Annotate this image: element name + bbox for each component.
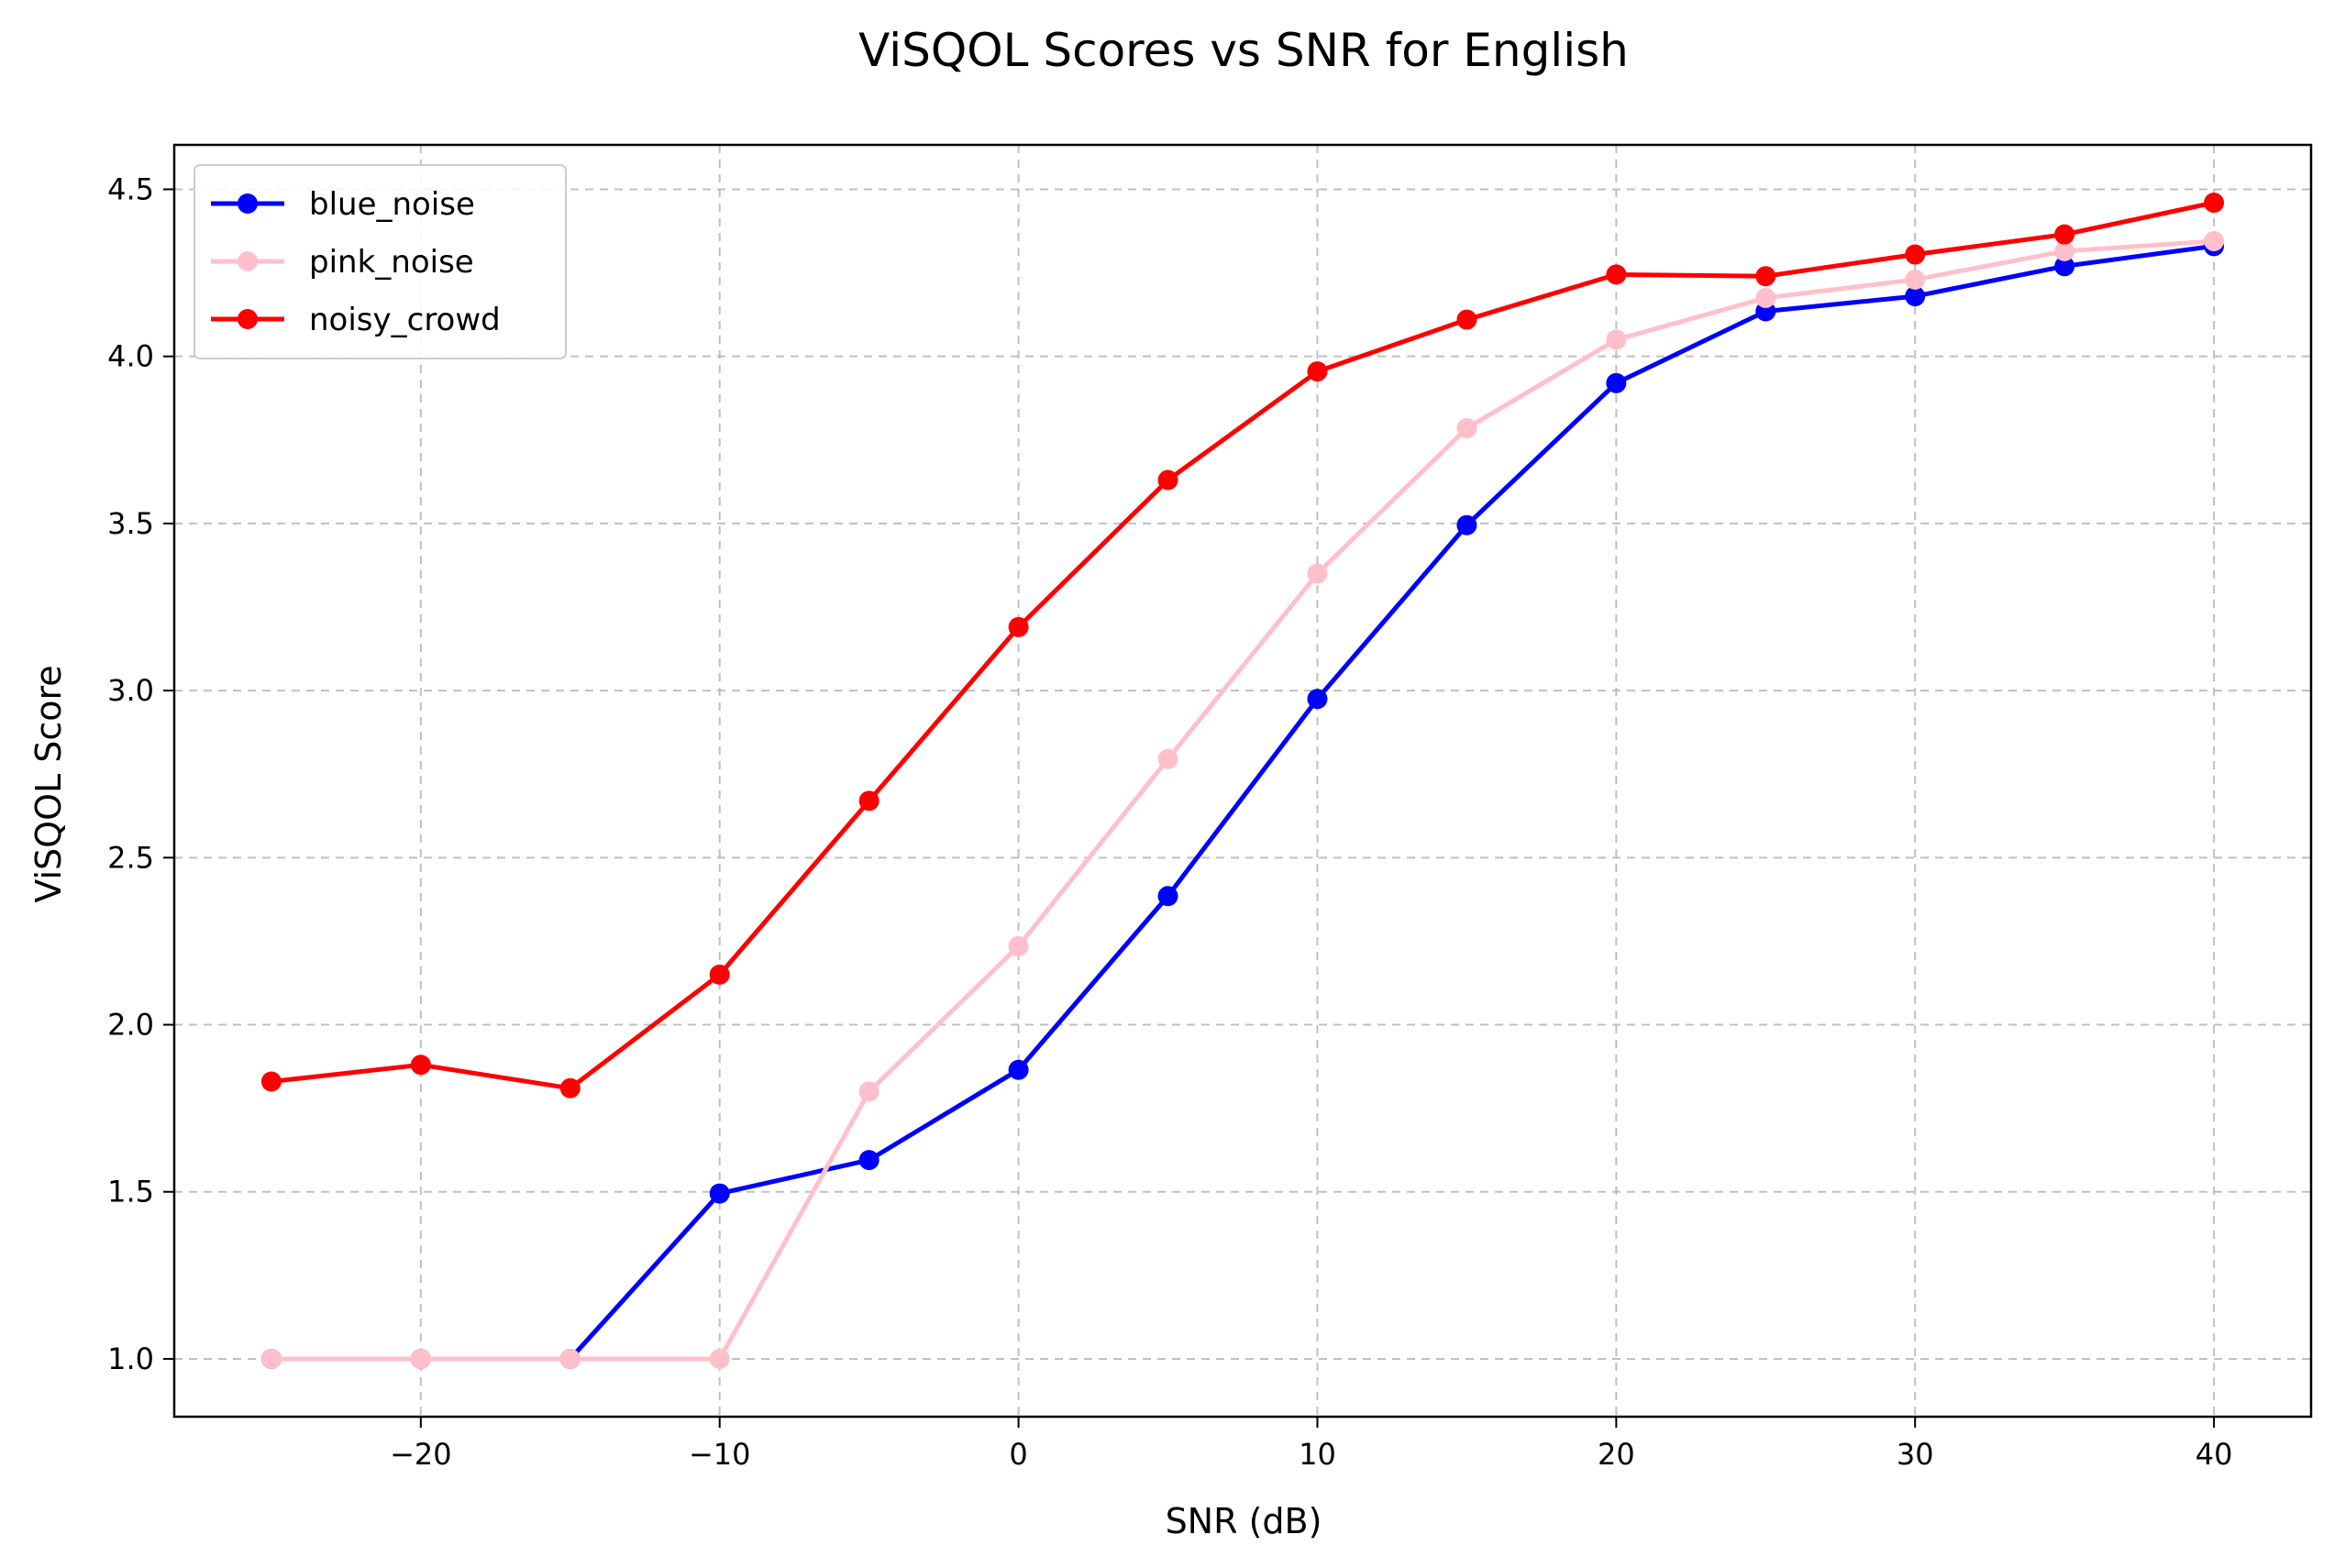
data-point — [2054, 224, 2075, 245]
data-point — [1157, 886, 1178, 907]
data-point — [858, 1150, 879, 1171]
x-tick-label: −10 — [689, 1437, 751, 1472]
data-point — [858, 1081, 879, 1102]
data-point — [1606, 264, 1627, 285]
y-tick-label: 4.5 — [107, 171, 154, 206]
series-noisy_crowd — [260, 193, 2225, 1099]
data-point — [1606, 329, 1627, 350]
y-tick-label: 1.0 — [107, 1342, 154, 1376]
data-point — [709, 964, 730, 985]
series-line — [271, 200, 2215, 1091]
data-point — [1157, 469, 1178, 491]
y-tick-label: 2.0 — [107, 1008, 154, 1043]
data-point — [1606, 372, 1627, 393]
legend-label: blue_noise — [309, 186, 475, 223]
data-point — [1456, 514, 1477, 536]
data-point — [1456, 309, 1477, 330]
data-point — [1905, 244, 1926, 265]
series-pink_noise — [260, 230, 2225, 1369]
legend-swatch-marker — [238, 309, 258, 329]
legend-swatch-marker — [238, 251, 258, 271]
data-point — [1307, 689, 1328, 710]
y-tick-label: 1.5 — [107, 1175, 154, 1209]
legend-box — [194, 164, 567, 359]
data-point — [559, 1077, 581, 1099]
legend: blue_noise pink_noise noisy_crowd — [194, 164, 567, 359]
plot-frame — [172, 143, 2313, 1419]
legend-swatch-marker — [238, 193, 258, 214]
data-point — [1456, 418, 1477, 439]
data-point — [1905, 269, 1926, 290]
y-tick-label: 4.0 — [107, 339, 154, 374]
axis-ticks: −20 −10 0 10 20 30 40 1.0 1.5 2.0 2.5 3.0 3.5 4.0 4.5 — [107, 171, 2232, 1472]
legend-label: pink_noise — [309, 244, 474, 281]
data-point — [1307, 361, 1328, 382]
data-point — [1905, 286, 1926, 307]
y-tick-label: 3.0 — [107, 673, 154, 708]
legend-item-blue_noise: blue_noise — [211, 186, 475, 223]
data-point — [1157, 748, 1178, 769]
data-point — [1008, 616, 1029, 637]
x-tick-label: 0 — [1009, 1437, 1027, 1472]
data-point — [2204, 193, 2225, 214]
legend-item-noisy_crowd: noisy_crowd — [211, 302, 501, 338]
y-tick-label: 2.5 — [107, 840, 154, 875]
series-layer — [260, 193, 2225, 1369]
data-point — [858, 790, 879, 812]
y-tick-label: 3.5 — [107, 506, 154, 541]
series-blue_noise — [260, 236, 2225, 1369]
x-tick-label: 20 — [1598, 1437, 1635, 1472]
data-point — [559, 1348, 581, 1369]
series-line — [271, 243, 2215, 1362]
series-line — [271, 238, 2215, 1362]
data-point — [410, 1348, 431, 1369]
data-point — [1755, 266, 1776, 287]
legend-item-pink_noise: pink_noise — [211, 244, 474, 281]
data-point — [260, 1348, 282, 1369]
legend-label: noisy_crowd — [309, 302, 501, 338]
x-tick-label: 30 — [1897, 1437, 1934, 1472]
data-point — [1008, 1059, 1029, 1080]
data-point — [2054, 240, 2075, 261]
chart-title: ViSQOL Scores vs SNR for English — [858, 24, 1629, 77]
x-tick-label: 10 — [1299, 1437, 1336, 1472]
data-point — [410, 1055, 431, 1076]
data-point — [709, 1183, 730, 1204]
y-axis-label: ViSQOL Score — [28, 665, 69, 902]
data-point — [1008, 935, 1029, 956]
x-axis-label: SNR (dB) — [1166, 1501, 1322, 1541]
data-point — [260, 1071, 282, 1092]
data-point — [709, 1348, 730, 1369]
data-point — [1755, 287, 1776, 308]
x-tick-label: −20 — [390, 1437, 452, 1472]
data-point — [2054, 256, 2075, 277]
x-tick-label: 40 — [2196, 1437, 2233, 1472]
data-point — [1307, 563, 1328, 584]
data-point — [2204, 230, 2225, 251]
